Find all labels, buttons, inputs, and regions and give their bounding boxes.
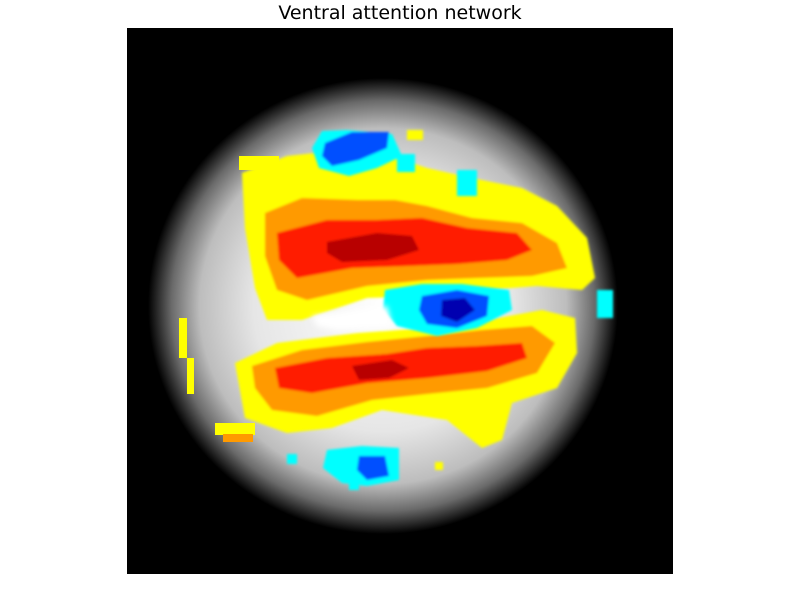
top-yellow-dot — [407, 130, 423, 140]
bottom-left-cyan-dot — [287, 454, 297, 464]
deactivation-cluster-bottom — [287, 446, 443, 490]
right-edge-cyan — [597, 290, 613, 318]
brain-image — [148, 78, 618, 534]
bottom-yellow-dot — [435, 462, 443, 470]
center-dark-blue — [441, 298, 475, 322]
top-right-cyan — [457, 170, 477, 196]
lower-band-peak — [352, 360, 409, 380]
activation-left-edge — [179, 156, 279, 442]
upper-band-peak — [327, 233, 419, 262]
deactivation-cluster-top — [312, 130, 477, 196]
upper-left-blob — [239, 156, 279, 170]
left-edge-strip — [179, 318, 187, 358]
top-mid-cyan — [397, 154, 415, 172]
activation-cluster-upper — [242, 150, 595, 320]
lower-left-blob — [215, 423, 255, 435]
figure-title: Ventral attention network — [278, 2, 522, 24]
top-blue — [322, 132, 389, 166]
brain-image-panel — [127, 28, 673, 574]
white-gap — [312, 306, 392, 330]
activation-cluster-lower — [235, 310, 577, 448]
left-edge-strip-2 — [187, 358, 194, 394]
bottom-blue — [357, 456, 389, 480]
lower-left-blob-core — [223, 434, 253, 442]
deactivation-cluster-center — [383, 284, 613, 336]
bottom-cyan-dot — [349, 480, 359, 490]
